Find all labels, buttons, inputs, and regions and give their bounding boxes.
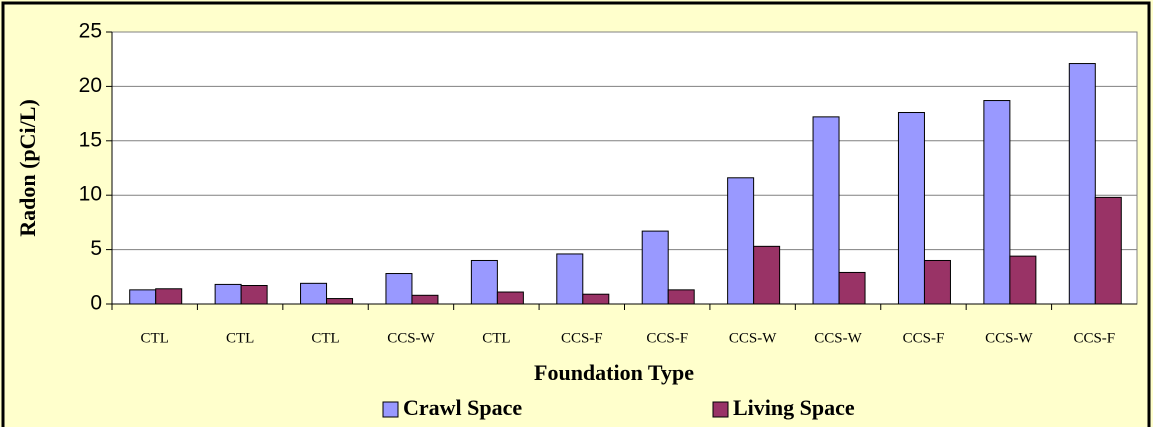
bar bbox=[983, 100, 1011, 305]
x-tick-label: CCS-W bbox=[729, 330, 777, 346]
bar bbox=[1068, 63, 1096, 305]
x-tick-label: CCS-F bbox=[646, 330, 688, 346]
x-axis-label: Foundation Type bbox=[534, 360, 694, 385]
y-tick-label: 15 bbox=[79, 128, 102, 151]
x-tick-label: CCS-F bbox=[903, 330, 945, 346]
bar bbox=[812, 116, 840, 305]
y-tick-label: 20 bbox=[79, 74, 102, 97]
x-tick-label: CCS-W bbox=[985, 330, 1033, 346]
bar bbox=[923, 259, 951, 305]
x-tick-label: CCS-W bbox=[387, 330, 435, 346]
plot-area bbox=[111, 31, 1138, 305]
x-tick-label: CCS-W bbox=[814, 330, 862, 346]
bar bbox=[556, 253, 584, 305]
bar bbox=[240, 285, 268, 305]
bar bbox=[667, 289, 695, 305]
y-tick-label: 0 bbox=[90, 292, 102, 315]
bar bbox=[496, 291, 524, 305]
bar bbox=[897, 112, 925, 305]
bar bbox=[385, 273, 413, 305]
bar bbox=[1094, 196, 1122, 305]
bar bbox=[1009, 255, 1037, 305]
bar bbox=[641, 230, 669, 305]
y-tick-label: 10 bbox=[79, 183, 102, 206]
bar bbox=[753, 245, 781, 305]
y-tick-label: 5 bbox=[90, 237, 102, 260]
bar bbox=[582, 293, 610, 305]
x-tick-label: CTL bbox=[311, 330, 339, 346]
x-tick-label: CTL bbox=[141, 330, 169, 346]
bar bbox=[326, 298, 354, 305]
bar bbox=[838, 271, 866, 305]
y-tick-label: 25 bbox=[79, 20, 102, 43]
bar bbox=[470, 259, 498, 305]
x-tick-label: CTL bbox=[482, 330, 510, 346]
legend-label: Crawl Space bbox=[403, 395, 522, 420]
bar bbox=[727, 177, 755, 305]
x-tick-label: CCS-F bbox=[561, 330, 603, 346]
legend-label: Living Space bbox=[733, 395, 855, 420]
y-axis-label: Radon (pCi/L) bbox=[15, 99, 40, 237]
bar bbox=[129, 289, 157, 305]
bar bbox=[300, 282, 328, 305]
bar bbox=[155, 288, 183, 305]
x-tick-label: CCS-F bbox=[1073, 330, 1115, 346]
bar bbox=[214, 283, 242, 305]
legend-swatch bbox=[382, 401, 399, 418]
bar bbox=[411, 294, 439, 305]
legend-swatch bbox=[712, 401, 729, 418]
x-tick-label: CTL bbox=[226, 330, 254, 346]
